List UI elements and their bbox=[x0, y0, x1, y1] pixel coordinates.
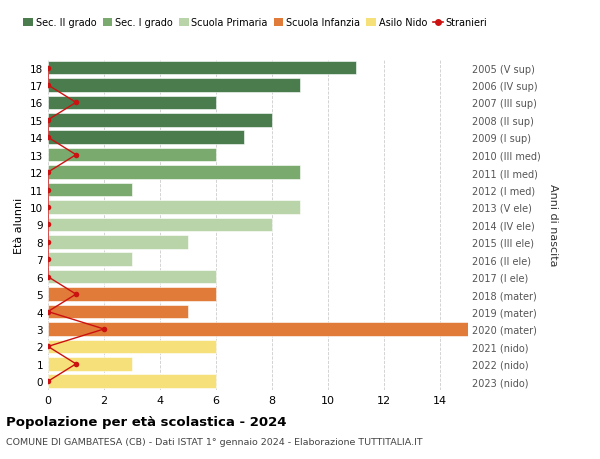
Bar bbox=[48, 96, 216, 110]
Bar bbox=[48, 201, 300, 214]
Bar bbox=[48, 183, 132, 197]
Bar bbox=[48, 375, 216, 388]
Bar bbox=[48, 253, 132, 267]
Text: Popolazione per età scolastica - 2024: Popolazione per età scolastica - 2024 bbox=[6, 415, 287, 428]
Bar bbox=[48, 131, 244, 145]
Y-axis label: Anni di nascita: Anni di nascita bbox=[548, 184, 557, 266]
Bar bbox=[48, 357, 132, 371]
Bar bbox=[48, 270, 216, 284]
Legend: Sec. II grado, Sec. I grado, Scuola Primaria, Scuola Infanzia, Asilo Nido, Stran: Sec. II grado, Sec. I grado, Scuola Prim… bbox=[23, 18, 487, 28]
Bar bbox=[48, 218, 272, 232]
Bar bbox=[48, 288, 216, 301]
Bar bbox=[48, 305, 188, 319]
Bar bbox=[48, 340, 216, 353]
Text: COMUNE DI GAMBATESA (CB) - Dati ISTAT 1° gennaio 2024 - Elaborazione TUTTITALIA.: COMUNE DI GAMBATESA (CB) - Dati ISTAT 1°… bbox=[6, 437, 422, 446]
Bar bbox=[48, 79, 300, 93]
Bar bbox=[48, 323, 468, 336]
Bar bbox=[48, 235, 188, 249]
Y-axis label: Età alunni: Età alunni bbox=[14, 197, 25, 253]
Bar bbox=[48, 149, 216, 162]
Bar bbox=[48, 166, 300, 179]
Bar bbox=[48, 62, 356, 75]
Bar bbox=[48, 114, 272, 127]
